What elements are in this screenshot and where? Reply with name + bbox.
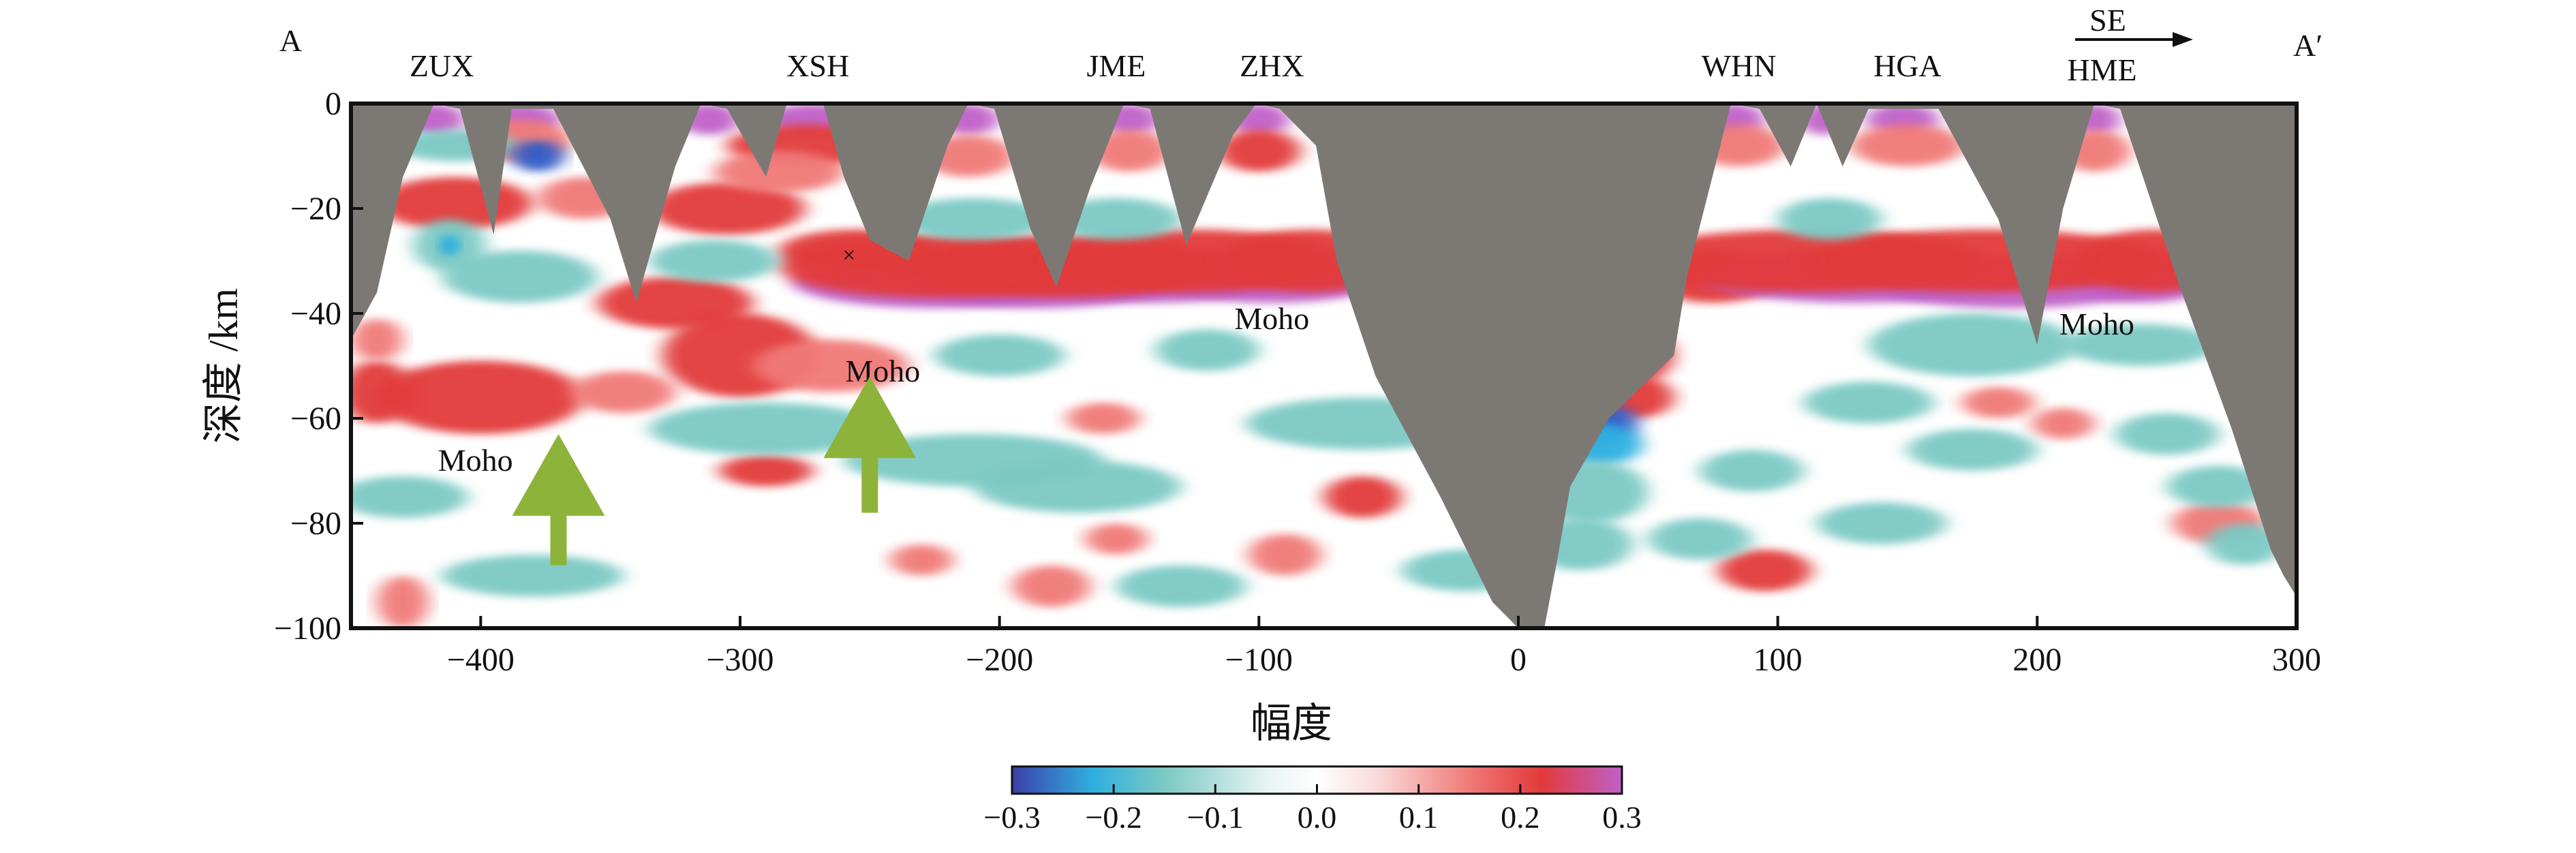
direction-arrow-head [2173,32,2193,47]
rf-anomaly [2166,465,2271,508]
colorbar-tick-label: 0.0 [1298,800,1337,835]
rf-anomalies [351,104,2284,628]
rf-anomaly [1323,476,1402,518]
colorbar-tick-label: 0.2 [1501,800,1540,835]
rf-anomaly [1803,382,1934,424]
rf-anomaly [1248,533,1321,576]
y-tick-label: −60 [290,401,341,437]
x-tick-label: −400 [447,642,515,678]
rf-anomaly [1803,229,2167,293]
colorbar-tick-label: −0.2 [1085,800,1141,835]
rf-anomaly [973,460,1182,513]
y-tick-label: 0 [325,86,341,122]
rf-anomaly [895,198,1052,241]
station-label: ZUX [410,48,474,83]
rf-anomaly [1907,429,2038,471]
station-label: WHN [1702,48,1777,83]
rf-anomaly [1116,565,1246,608]
rf-anomaly [571,371,675,414]
rf-anomaly [1051,198,1182,241]
y-tick-label: −100 [274,610,341,647]
rf-anomaly [351,318,403,361]
rf-anomaly [719,454,813,487]
x-axis: −400 −300 −200 −100 0 100 200 300 [447,616,2321,678]
rf-anomaly [1961,386,2035,419]
station-label: HGA [1873,48,1942,83]
rf-anomaly [1217,129,1301,172]
rf-anomaly [1085,523,1148,555]
moho-label: Moho [2059,307,2134,341]
y-tick-label: −40 [290,296,341,332]
colorbar-tick-label: 0.3 [1602,800,1642,835]
colorbar-tick-label: 0.1 [1399,800,1439,835]
x-tick-label: −200 [966,642,1033,678]
rf-anomaly [2205,523,2284,565]
rf-anomaly [649,240,780,282]
x-tick-label: 100 [1753,642,1803,678]
rf-anomaly [649,402,883,455]
station-label: JME [1087,48,1146,83]
rf-anomaly [351,476,468,518]
rf-anomaly [890,544,953,576]
y-tick-label: −80 [290,506,341,542]
x-tick-label: −100 [1225,642,1293,678]
direction-label: SE [2089,3,2126,37]
rf-anomaly [377,360,585,435]
rf-anomaly [351,360,414,424]
station-labels: ZUX XSH JME ZHX WHN HGA HME [410,48,2137,87]
arrow-shaft [861,456,878,513]
plot-frame [349,102,2299,630]
moho-label: Moho [1234,301,1309,336]
upwelling-arrows [512,376,917,565]
arrow-shaft [550,514,567,565]
arrow-head [512,434,605,516]
station-label: HME [2067,52,2136,87]
colorbar-tick-label: −0.1 [1187,800,1244,835]
plot-area [351,104,2297,628]
station-label: XSH [786,48,849,83]
station-label: ZHX [1240,48,1304,83]
rf-anomaly [1850,124,1965,167]
colorbar: −0.3 −0.2 −0.1 0.0 0.1 0.2 0.3 [983,765,1642,835]
rf-anomaly [1067,402,1140,435]
rf-anomaly [1816,502,1947,544]
arrow-head [823,376,917,459]
event-marker: × [842,243,855,268]
rf-anomaly [649,182,806,235]
rf-anomaly [1868,313,2076,377]
x-tick-label: 200 [2012,642,2061,678]
x-tick-label: −300 [706,642,773,678]
rf-anomaly [1012,565,1090,608]
colorbar-tick-label: −0.3 [983,800,1040,835]
x-tick-label: 0 [1510,642,1527,678]
rf-anomaly [1155,329,1259,371]
rf-anomaly [1718,549,1812,592]
rf-anomaly [512,140,564,172]
x-axis-label: 幅度 [1251,701,1332,746]
rf-anomaly [1700,450,1804,492]
rf-anomaly [714,151,844,193]
profile-start-label: A [279,23,302,58]
moho-label: Moho [845,354,920,388]
colorbar-ticks: −0.3 −0.2 −0.1 0.0 0.1 0.2 0.3 [983,784,1642,835]
rf-anomaly [2031,407,2095,439]
y-axis: 0 −20 −40 −60 −80 −100 [274,86,363,647]
x-tick-label: 300 [2272,642,2321,678]
rf-anomaly [1777,198,1882,241]
y-axis-label: 深度 /km [201,288,246,444]
rf-anomaly [1648,518,1752,560]
rf-anomaly [2115,413,2219,455]
rf-anomaly [442,250,598,303]
rf-anomaly [2063,324,2219,366]
moho-label: Moho [438,443,513,478]
rf-anomaly [377,576,429,628]
rf-anomaly [934,334,1064,377]
rf-anomaly [439,234,460,256]
y-tick-label: −20 [290,191,341,227]
moho-labels: Moho Moho Moho Moho [438,301,2134,478]
profile-end-label: A′ [2293,28,2322,63]
rf-anomaly [442,555,624,597]
